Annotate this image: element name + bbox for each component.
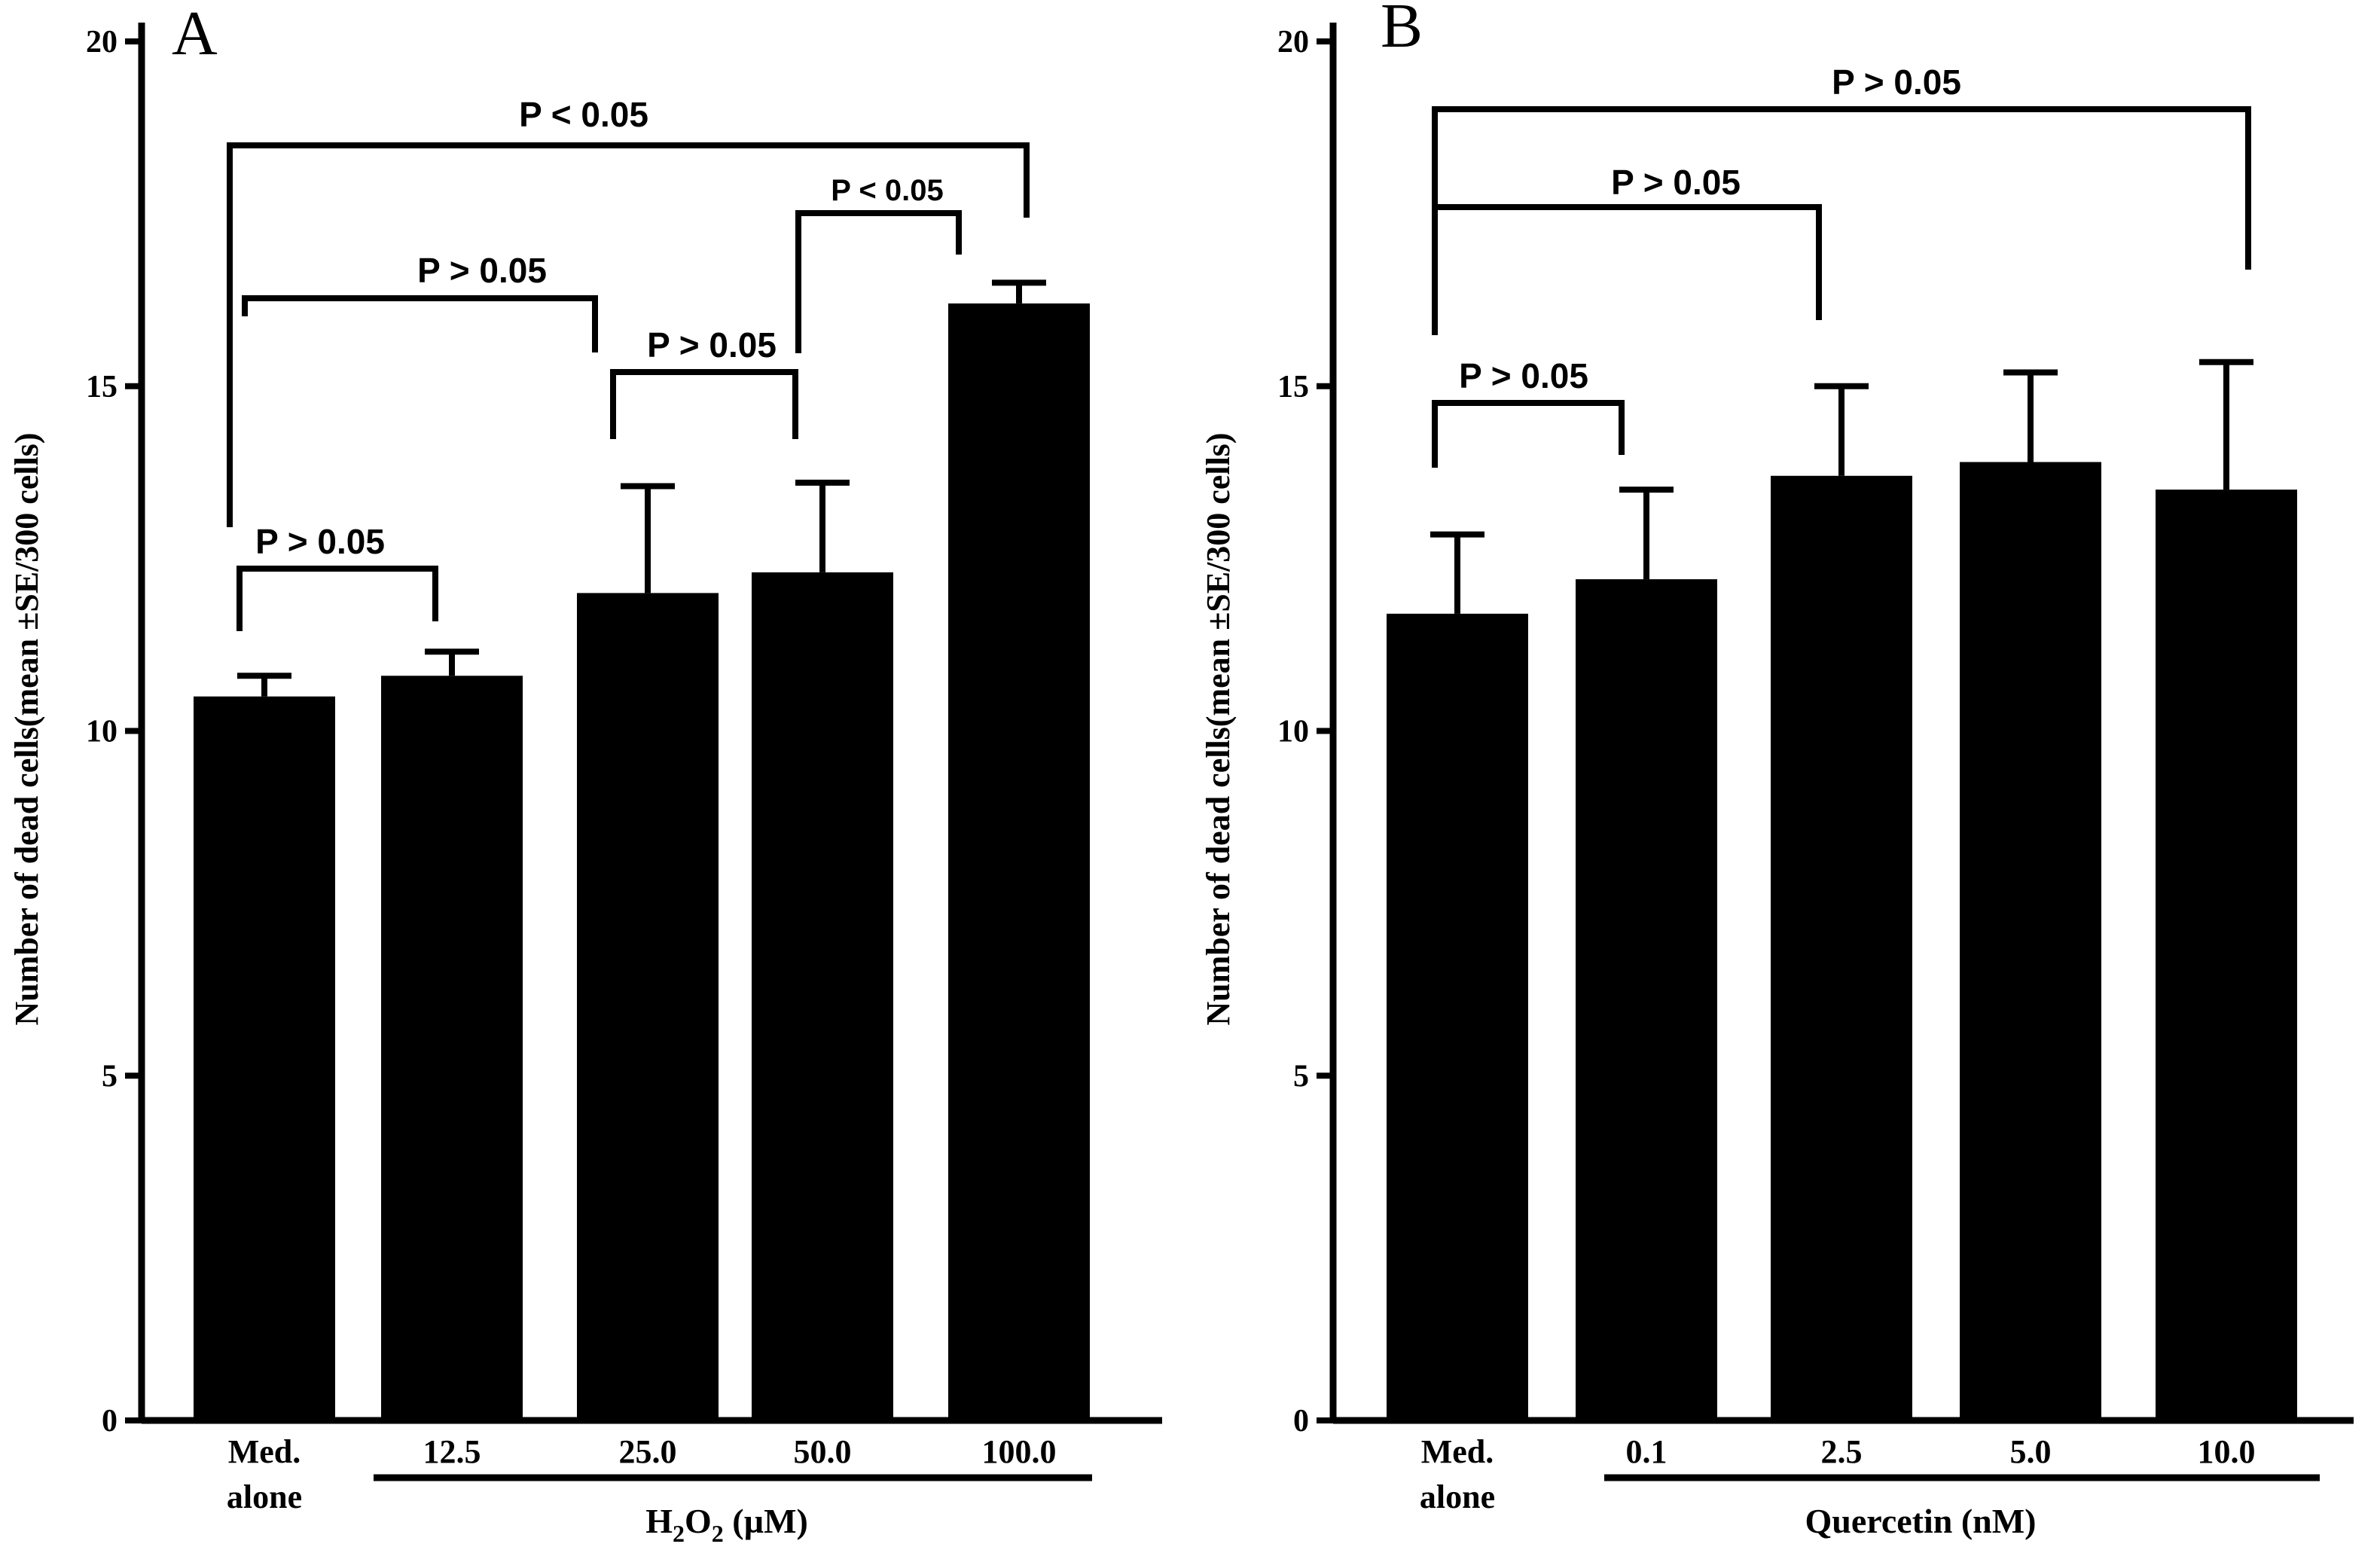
significance-bracket: P < 0.05 [795,174,962,353]
significance-bracket: P > 0.05 [610,325,798,439]
x-tick-label: 50.0 [794,1433,852,1470]
x-tick-label: 5.0 [2010,1433,2052,1470]
bar [381,676,523,1420]
y-tick-label: 5 [102,1059,117,1094]
x-tick-label: alone [227,1478,302,1515]
y-tick-label: 10 [1277,715,1309,749]
y-tick-label: 20 [1277,25,1309,59]
bracket-line [1432,204,1822,335]
group-label: Quercetin (nM) [1805,1502,2036,1540]
bar [1960,462,2101,1420]
x-tick-label: 10.0 [2198,1433,2256,1470]
significance-bracket: P > 0.05 [242,251,598,352]
bar [1387,613,1528,1420]
significance-bracket: P > 0.05 [1432,163,1822,335]
significance-bracket: P > 0.05 [1432,356,1625,468]
significance-bracket: P > 0.05 [1432,63,2251,335]
bracket-line [1432,400,1625,468]
significance-bracket: P < 0.05 [227,95,1030,527]
bar [2156,490,2297,1421]
p-value-label: P < 0.05 [519,95,648,134]
bracket-line [610,369,798,439]
group-label: H2O2 (µM) [645,1502,808,1547]
bracket-line [1432,106,2251,335]
y-tick-label: 15 [86,370,117,404]
y-tick-label: 10 [86,715,117,749]
bar [948,303,1090,1420]
bar [752,572,893,1420]
panel-letter: B [1381,0,1423,61]
x-tick-label: 100.0 [982,1433,1057,1470]
chart-panel-b: B 0 5 10 15 20 Number of dead cells(mean ±SE/3… [1200,0,2354,1540]
bar [1576,579,1717,1420]
x-tick-label: 12.5 [423,1433,481,1470]
bracket-line [227,142,1030,527]
y-axis-label: Number of dead cells(mean ±SE/300 cells) [1200,432,1237,1025]
bar [194,696,335,1420]
p-value-label: P > 0.05 [1832,63,1961,102]
p-value-label: P > 0.05 [647,325,777,365]
bar [577,593,719,1420]
bar [1771,475,1912,1420]
p-value-label: P > 0.05 [1611,163,1741,202]
p-value-label: P < 0.05 [831,174,943,207]
bracket-line [795,210,962,353]
chart-panel-a: A 0 5 10 15 20 Number of dead cells(mean ±SE/3… [8,0,1162,1547]
x-tick-label: Med. [228,1433,301,1470]
y-tick-label: 0 [1293,1404,1309,1439]
x-tick-label: 2.5 [1821,1433,1863,1470]
x-tick-label: alone [1420,1478,1495,1515]
y-tick-label: 20 [86,25,117,59]
p-value-label: P > 0.05 [417,251,547,290]
x-tick-label: 25.0 [619,1433,677,1470]
panel-letter: A [172,0,218,69]
p-value-label: P > 0.05 [255,522,385,561]
bracket-line [236,566,438,631]
y-tick-label: 0 [102,1404,117,1439]
x-tick-label: 0.1 [1626,1433,1668,1470]
y-tick-label: 15 [1277,370,1309,404]
significance-bracket: P > 0.05 [236,522,438,631]
y-tick-label: 5 [1293,1059,1309,1094]
y-axis-label: Number of dead cells(mean ±SE/300 cells) [8,432,45,1025]
bracket-line [242,295,598,352]
p-value-label: P > 0.05 [1459,356,1588,395]
x-tick-label: Med. [1421,1433,1494,1470]
